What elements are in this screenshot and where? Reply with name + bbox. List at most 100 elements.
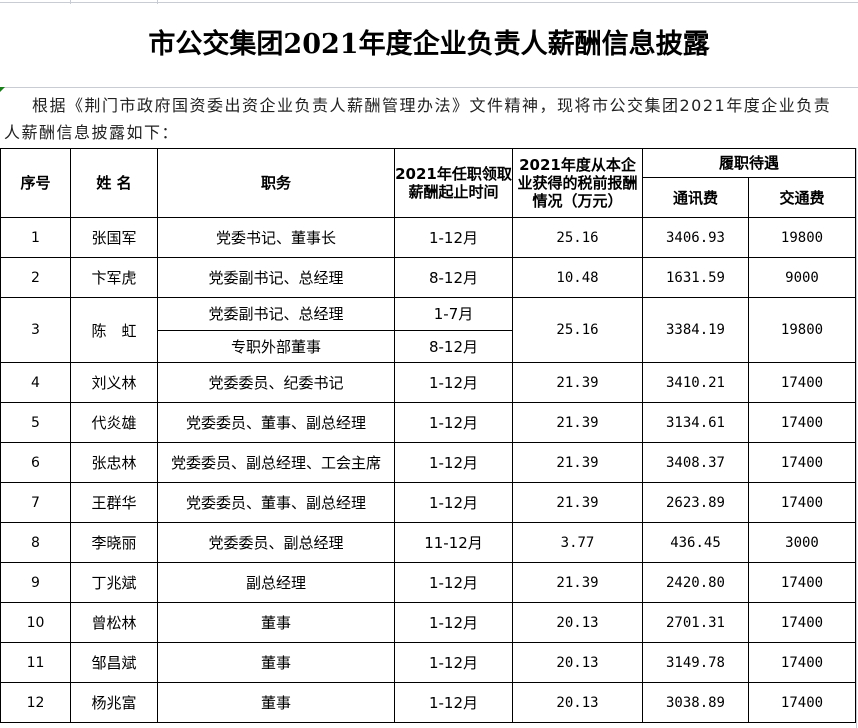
comm-cell[interactable]: 2701.31 xyxy=(642,602,749,643)
name-cell[interactable]: 曾松林 xyxy=(70,602,158,643)
comm-cell[interactable]: 1631.59 xyxy=(642,257,749,298)
transport-cell[interactable]: 19800 xyxy=(747,297,857,363)
comm-cell[interactable]: 3410.21 xyxy=(642,362,749,403)
table-row: 9 丁兆斌 副总经理 1-12月 21.39 2420.80 17400 xyxy=(0,562,857,603)
name-cell[interactable]: 代炎雄 xyxy=(70,402,158,443)
seq-cell[interactable]: 10 xyxy=(0,602,71,643)
period-cell[interactable]: 8-12月 xyxy=(394,329,513,363)
position-cell[interactable]: 董事 xyxy=(157,642,395,683)
position-cell[interactable]: 党委委员、董事、副总经理 xyxy=(157,402,395,443)
position-cell[interactable]: 党委委员、纪委书记 xyxy=(157,362,395,403)
comm-cell[interactable]: 3384.19 xyxy=(642,297,749,363)
transport-cell[interactable]: 17400 xyxy=(747,362,857,403)
seq-cell[interactable]: 9 xyxy=(0,562,71,603)
header-name[interactable]: 姓 名 xyxy=(70,148,158,218)
seq-cell[interactable]: 12 xyxy=(0,682,71,723)
comm-cell[interactable]: 2420.80 xyxy=(642,562,749,603)
period-cell[interactable]: 1-12月 xyxy=(394,602,513,643)
transport-cell[interactable]: 17400 xyxy=(747,482,857,523)
table-row: 1 张国军 党委书记、董事长 1-12月 25.16 3406.93 19800 xyxy=(0,217,857,258)
comm-cell[interactable]: 436.45 xyxy=(642,522,749,563)
transport-cell[interactable]: 19800 xyxy=(747,217,857,258)
name-cell[interactable]: 卞军虎 xyxy=(70,257,158,298)
period-cell[interactable]: 11-12月 xyxy=(394,522,513,563)
salary-cell[interactable]: 21.39 xyxy=(512,562,643,603)
transport-cell[interactable]: 17400 xyxy=(747,642,857,683)
salary-cell[interactable]: 21.39 xyxy=(512,402,643,443)
name-cell[interactable]: 张国军 xyxy=(70,217,158,258)
header-benefits[interactable]: 履职待遇 xyxy=(641,148,857,178)
header-transport[interactable]: 交通费 xyxy=(747,177,857,218)
position-cell[interactable]: 党委委员、副总经理、工会主席 xyxy=(157,442,395,483)
period-cell[interactable]: 1-12月 xyxy=(394,682,513,723)
sheet-grid-right xyxy=(856,148,858,728)
seq-cell[interactable]: 5 xyxy=(0,402,71,443)
transport-cell[interactable]: 17400 xyxy=(747,442,857,483)
name-cell[interactable]: 李晓丽 xyxy=(70,522,158,563)
name-cell[interactable]: 刘义林 xyxy=(70,362,158,403)
salary-cell[interactable]: 10.48 xyxy=(512,257,643,298)
transport-cell[interactable]: 17400 xyxy=(747,602,857,643)
seq-cell[interactable]: 7 xyxy=(0,482,71,523)
name-cell[interactable]: 邹昌斌 xyxy=(70,642,158,683)
position-cell[interactable]: 党委委员、副总经理 xyxy=(157,522,395,563)
position-cell[interactable]: 党委书记、董事长 xyxy=(157,217,395,258)
salary-cell[interactable]: 20.13 xyxy=(512,642,643,683)
transport-cell[interactable]: 17400 xyxy=(747,682,857,723)
grid-line xyxy=(70,0,71,4)
grid-line xyxy=(157,0,158,4)
period-cell[interactable]: 1-12月 xyxy=(394,442,513,483)
period-cell[interactable]: 1-12月 xyxy=(394,217,513,258)
name-cell[interactable]: 丁兆斌 xyxy=(70,562,158,603)
position-cell[interactable]: 副总经理 xyxy=(157,562,395,603)
period-cell[interactable]: 8-12月 xyxy=(394,257,513,298)
period-cell[interactable]: 1-7月 xyxy=(394,297,513,331)
header-salary[interactable]: 2021年度从本企业获得的税前报酬情况（万元） xyxy=(512,148,643,218)
comm-cell[interactable]: 3038.89 xyxy=(642,682,749,723)
transport-cell[interactable]: 17400 xyxy=(747,402,857,443)
position-cell[interactable]: 党委委员、董事、副总经理 xyxy=(157,482,395,523)
comm-cell[interactable]: 3408.37 xyxy=(642,442,749,483)
salary-cell[interactable]: 20.13 xyxy=(512,682,643,723)
seq-cell[interactable]: 4 xyxy=(0,362,71,403)
period-cell[interactable]: 1-12月 xyxy=(394,402,513,443)
name-cell[interactable]: 陈 虹 xyxy=(70,297,158,363)
salary-cell[interactable]: 25.16 xyxy=(512,297,643,363)
period-cell[interactable]: 1-12月 xyxy=(394,362,513,403)
salary-cell[interactable]: 21.39 xyxy=(512,442,643,483)
seq-cell[interactable]: 1 xyxy=(0,217,71,258)
seq-cell[interactable]: 3 xyxy=(0,297,71,363)
salary-cell[interactable]: 25.16 xyxy=(512,217,643,258)
period-cell[interactable]: 1-12月 xyxy=(394,562,513,603)
salary-cell[interactable]: 3.77 xyxy=(512,522,643,563)
comm-cell[interactable]: 3406.93 xyxy=(642,217,749,258)
position-cell[interactable]: 党委副书记、总经理 xyxy=(157,257,395,298)
salary-cell[interactable]: 21.39 xyxy=(512,482,643,523)
header-position[interactable]: 职务 xyxy=(157,148,395,218)
position-cell[interactable]: 董事 xyxy=(157,682,395,723)
transport-cell[interactable]: 3000 xyxy=(747,522,857,563)
comm-cell[interactable]: 3134.61 xyxy=(642,402,749,443)
table-row: 7 王群华 党委委员、董事、副总经理 1-12月 21.39 2623.89 17400 xyxy=(0,482,857,523)
header-period[interactable]: 2021年任职领取薪酬起止时间 xyxy=(394,148,513,218)
position-cell[interactable]: 党委副书记、总经理 xyxy=(157,297,395,331)
name-cell[interactable]: 王群华 xyxy=(70,482,158,523)
seq-cell[interactable]: 11 xyxy=(0,642,71,683)
position-cell[interactable]: 董事 xyxy=(157,602,395,643)
period-cell[interactable]: 1-12月 xyxy=(394,642,513,683)
name-cell[interactable]: 杨兆富 xyxy=(70,682,158,723)
name-cell[interactable]: 张忠林 xyxy=(70,442,158,483)
period-cell[interactable]: 1-12月 xyxy=(394,482,513,523)
position-cell[interactable]: 专职外部董事 xyxy=(157,329,395,363)
seq-cell[interactable]: 8 xyxy=(0,522,71,563)
transport-cell[interactable]: 9000 xyxy=(747,257,857,298)
seq-cell[interactable]: 2 xyxy=(0,257,71,298)
salary-cell[interactable]: 21.39 xyxy=(512,362,643,403)
seq-cell[interactable]: 6 xyxy=(0,442,71,483)
comm-cell[interactable]: 2623.89 xyxy=(642,482,749,523)
transport-cell[interactable]: 17400 xyxy=(747,562,857,603)
salary-cell[interactable]: 20.13 xyxy=(512,602,643,643)
comm-cell[interactable]: 3149.78 xyxy=(642,642,749,683)
header-comm[interactable]: 通讯费 xyxy=(642,177,749,218)
header-seq[interactable]: 序号 xyxy=(0,148,71,218)
